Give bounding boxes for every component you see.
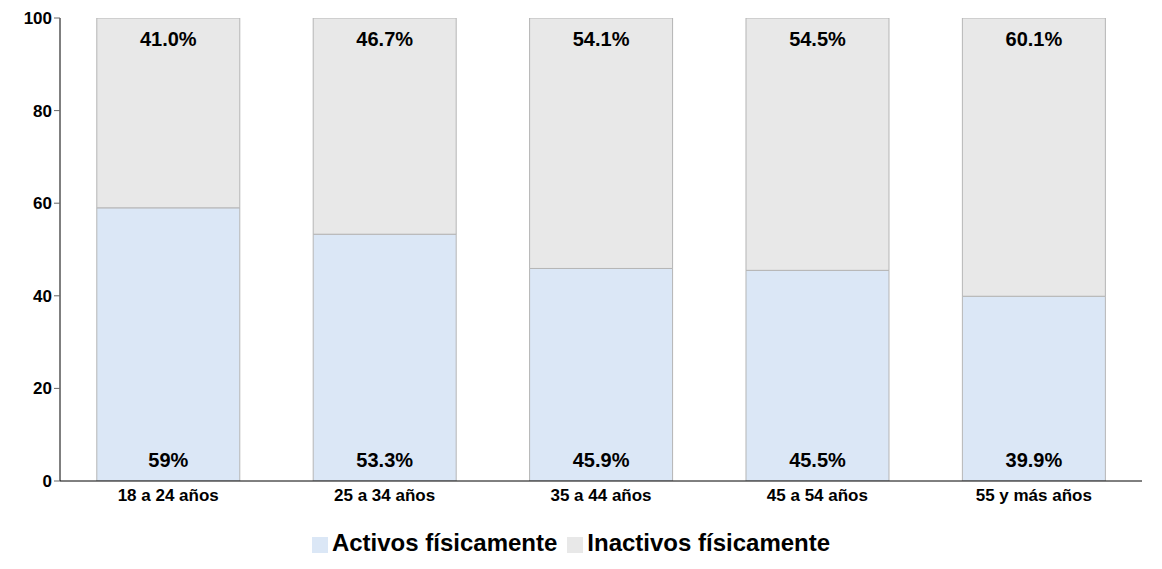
svg-text:45 a 54 años: 45 a 54 años [767,486,868,505]
svg-text:80: 80 [33,102,52,121]
svg-text:59%: 59% [148,449,188,471]
svg-text:25 a 34 años: 25 a 34 años [334,486,435,505]
svg-text:40: 40 [33,287,52,306]
svg-text:54.5%: 54.5% [789,28,846,50]
svg-text:60: 60 [33,194,52,213]
svg-text:53.3%: 53.3% [356,449,413,471]
svg-text:60.1%: 60.1% [1006,28,1063,50]
svg-text:20: 20 [33,379,52,398]
svg-text:100: 100 [24,9,52,28]
svg-text:54.1%: 54.1% [573,28,630,50]
svg-text:39.9%: 39.9% [1006,449,1063,471]
html-text:Inactivos físicamente: Inactivos físicamente [587,529,831,556]
html-text:Activos físicamente: Activos físicamente [331,529,558,556]
svg-text:0: 0 [43,472,52,491]
svg-text:45.9%: 45.9% [573,449,630,471]
svg-text:46.7%: 46.7% [356,28,413,50]
svg-text:18 a 24 años: 18 a 24 años [118,486,219,505]
svg-text:35 a 44 años: 35 a 44 años [550,486,651,505]
svg-text:45.5%: 45.5% [789,449,846,471]
svg-text:41.0%: 41.0% [140,28,197,50]
svg-text:55 y más años: 55 y más años [976,486,1092,505]
